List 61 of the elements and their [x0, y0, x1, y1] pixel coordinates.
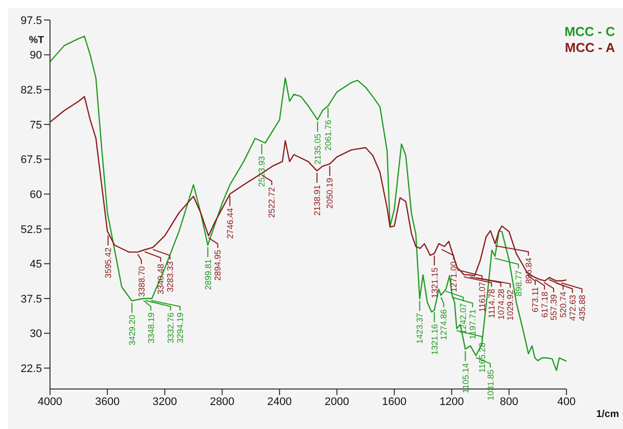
- annotation: 617.18: [539, 291, 550, 318]
- annotation: 1114.78: [486, 288, 496, 318]
- x-tick-label: 2000: [324, 396, 350, 408]
- annotation: 1197.71: [468, 308, 478, 340]
- annotation: 898.77: [513, 270, 524, 296]
- x-tick-label: 4000: [38, 396, 62, 408]
- annotation: 1029.92: [505, 289, 516, 320]
- annotation: 1031.85: [485, 369, 496, 400]
- x-tick-label: 1600: [382, 396, 407, 408]
- y-tick-label: 37.5: [20, 293, 42, 306]
- y-tick-label: 22.5: [20, 363, 42, 376]
- annotation: 3348.19: [146, 312, 156, 344]
- annotation: 2894.95: [212, 250, 223, 281]
- annotation: 2522.72: [266, 186, 277, 218]
- annotation: 1161.07: [477, 282, 488, 312]
- annotation: 3595.42: [103, 247, 114, 278]
- annotation: 2899.81: [202, 258, 213, 290]
- annotation: 1423.37: [414, 312, 425, 344]
- annotation: 2135.05: [312, 134, 323, 165]
- annotation: 3340.48: [156, 263, 166, 294]
- text: MCC - A: [564, 40, 615, 56]
- y-tick-label: 82.5: [20, 84, 42, 97]
- annotation: 3283.33: [164, 261, 175, 292]
- annotation: 2138.91: [312, 184, 322, 216]
- annotation: 1321.16: [429, 324, 440, 355]
- annotation: 1321.15: [429, 267, 440, 298]
- annotation: 2523.93: [256, 156, 267, 187]
- y-tick-label: 45: [30, 258, 42, 271]
- annotation: 1271.00: [448, 261, 459, 292]
- x-tick-label: 400: [557, 396, 576, 408]
- y-tick-label: 52.5: [20, 224, 42, 236]
- x-tick-label: 3200: [152, 396, 178, 408]
- annotation: 435.88: [576, 294, 587, 321]
- y-tick-label: 67.5: [20, 154, 42, 166]
- x-axis-title: 1/cm: [595, 409, 620, 420]
- annotation: 1074.28: [496, 288, 506, 320]
- annotation: 3332.76: [166, 312, 176, 344]
- annotation: 520.74: [558, 291, 568, 318]
- x-tick-label: 2400: [267, 396, 292, 408]
- annotation: 3388.70: [136, 266, 146, 297]
- annotation: 1274.86: [438, 308, 449, 340]
- annotation: 557.39: [548, 294, 559, 320]
- annotation: 3294.19: [175, 312, 186, 344]
- y-tick-label: 97.5: [20, 14, 42, 27]
- y-tick-label: 90: [30, 50, 42, 62]
- x-tick-label: 1200: [439, 396, 464, 408]
- x-tick-label: 3600: [95, 396, 120, 408]
- x-tick-label: 800: [500, 396, 518, 408]
- x-tick-label: 2800: [210, 396, 234, 408]
- y-tick-label: 30: [30, 328, 42, 340]
- y-tick-label: 75: [30, 119, 42, 132]
- text: MCC - C: [564, 24, 615, 40]
- y-axis-title: %T: [29, 35, 44, 46]
- annotation: 472.63: [567, 294, 578, 321]
- annotation: 2746.44: [224, 208, 235, 239]
- annotation: 1105.14: [460, 362, 470, 394]
- annotation: 673.11: [530, 286, 540, 312]
- annotation: 2061.76: [323, 120, 334, 151]
- y-tick-label: 60: [30, 188, 42, 201]
- annotation: 2050.19: [324, 178, 335, 209]
- annotation: 3429.20: [126, 314, 137, 346]
